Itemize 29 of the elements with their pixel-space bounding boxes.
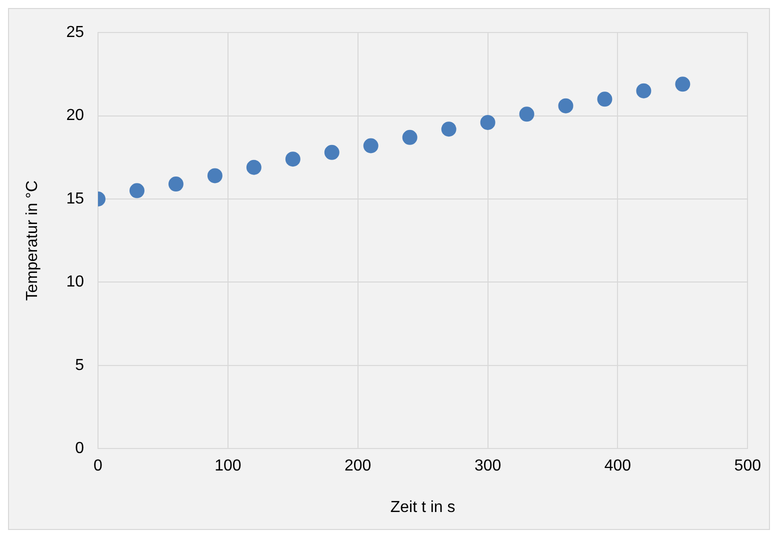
x-tick-label: 200 xyxy=(344,458,372,475)
y-tick-label: 10 xyxy=(66,274,84,291)
x-tick-label: 500 xyxy=(734,458,762,475)
x-axis-title: Zeit t in s xyxy=(390,498,456,516)
point xyxy=(168,176,184,192)
point xyxy=(519,106,534,122)
x-tick-label: 0 xyxy=(94,458,103,475)
x-tick-label: 300 xyxy=(474,458,502,475)
point xyxy=(246,160,262,175)
point xyxy=(480,114,496,130)
x-tick-label: 400 xyxy=(604,458,632,475)
point xyxy=(441,122,456,137)
y-tick-label: 25 xyxy=(66,24,84,42)
y-axis-title: Temperatur in °C xyxy=(24,180,42,301)
y-tick-label: 15 xyxy=(66,190,84,208)
point xyxy=(363,138,378,154)
x-tick-label: 100 xyxy=(214,458,242,475)
point xyxy=(675,76,690,92)
point xyxy=(324,144,340,160)
y-tick-label: 0 xyxy=(75,440,84,458)
point xyxy=(636,83,652,98)
point xyxy=(558,98,574,114)
point xyxy=(402,130,418,145)
y-tick-label: 20 xyxy=(66,107,84,124)
point xyxy=(285,152,300,167)
point xyxy=(129,183,144,198)
point xyxy=(597,92,612,107)
point xyxy=(207,168,222,184)
y-tick-label: 5 xyxy=(75,356,84,374)
